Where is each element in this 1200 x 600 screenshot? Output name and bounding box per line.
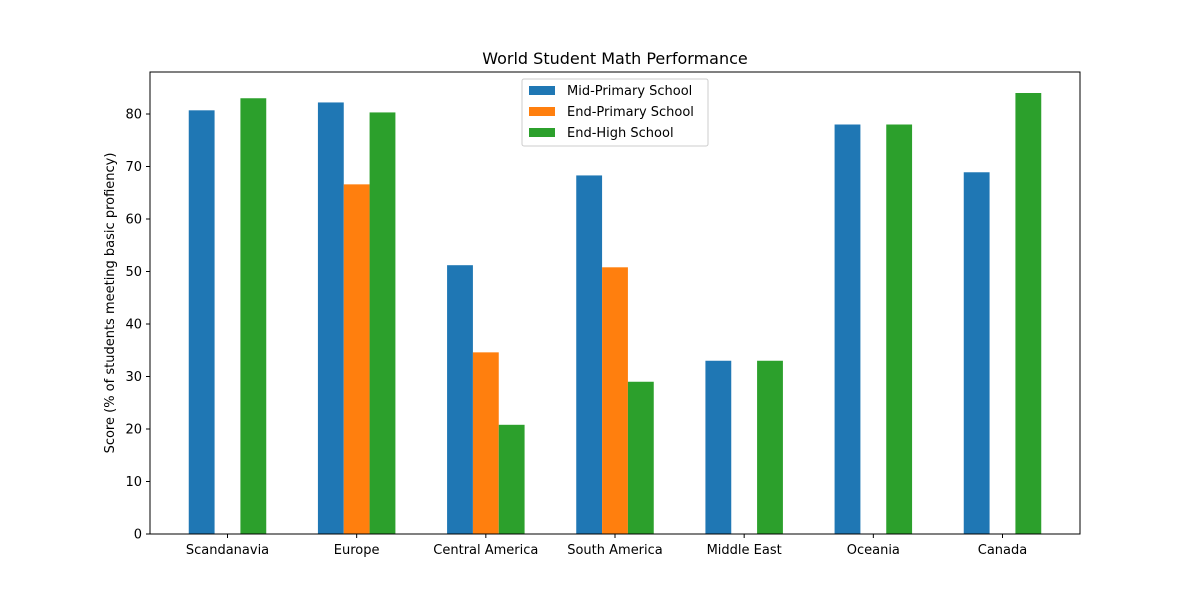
- y-tick-label: 40: [125, 318, 142, 333]
- bar: [240, 98, 267, 534]
- legend-label: End-High School: [567, 126, 674, 141]
- bar: [602, 267, 628, 534]
- axes-layer: 0 10 20 30 40 50 60 70 80 Scandanavia Europe Centra…: [125, 71, 1081, 558]
- y-axis-label: Score (% of students meeting basic profi…: [103, 153, 118, 454]
- bar: [369, 112, 396, 535]
- bar: [447, 265, 473, 534]
- bar: [317, 102, 344, 534]
- bars-layer: [188, 93, 1042, 535]
- bar: [472, 352, 499, 534]
- bar: [757, 360, 783, 534]
- chart-title: World Student Math Performance: [482, 49, 748, 68]
- x-tick-label: Scandanavia: [186, 543, 269, 558]
- y-tick-label: 50: [125, 265, 142, 280]
- y-tick-label: 10: [125, 475, 142, 490]
- x-tick-label: Oceania: [847, 543, 900, 558]
- x-tick-label: Canada: [978, 543, 1027, 558]
- y-tick-label: 70: [125, 160, 142, 175]
- x-tick-label: South America: [567, 543, 663, 558]
- y-tick-label: 80: [125, 108, 142, 123]
- bar: [343, 184, 370, 534]
- legend-swatch: [529, 86, 555, 95]
- bar: [576, 175, 603, 534]
- y-tick-label: 60: [125, 213, 142, 228]
- bar: [705, 360, 732, 534]
- legend-frame: [521, 78, 709, 147]
- bar: [963, 172, 990, 534]
- y-tick-label: 30: [125, 370, 142, 385]
- legend-label: Mid-Primary School: [567, 84, 692, 99]
- x-tick-label: Central America: [433, 543, 538, 558]
- bar: [498, 424, 525, 534]
- legend-swatch: [529, 128, 555, 137]
- bar: [188, 110, 215, 534]
- legend-swatch: [529, 107, 555, 116]
- bar: [834, 124, 861, 534]
- bar: [886, 124, 913, 534]
- bar: [1015, 93, 1042, 534]
- y-tick-label: 20: [125, 423, 142, 438]
- legend-label: End-Primary School: [567, 105, 694, 120]
- x-tick-label: Middle East: [707, 543, 782, 558]
- bar: [627, 381, 654, 534]
- x-tick-label: Europe: [334, 543, 380, 558]
- legend: Mid-Primary School End-Primary School End-…: [521, 78, 709, 147]
- y-tick-label: 0: [134, 528, 142, 543]
